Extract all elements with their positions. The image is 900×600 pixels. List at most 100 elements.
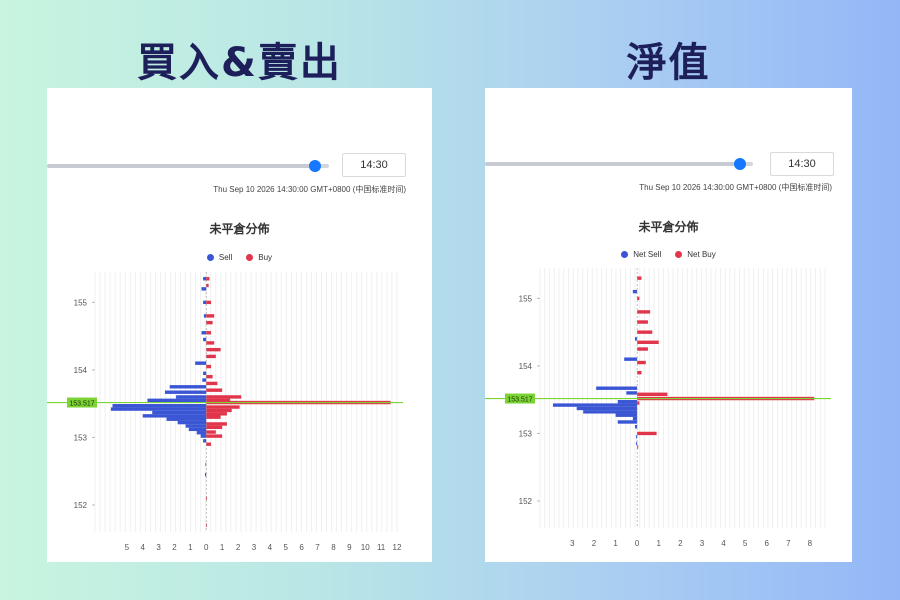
panel-net: 14:30 Thu Sep 10 2026 14:30:00 GMT+0800 … (485, 88, 852, 562)
buy-bar (206, 331, 212, 335)
time-slider[interactable] (47, 160, 329, 172)
x-tick-label: 12 (393, 543, 402, 552)
time-input[interactable]: 14:30 (342, 153, 406, 177)
time-slider[interactable] (485, 158, 753, 170)
sell-bar (203, 337, 207, 342)
x-tick-label: 3 (570, 539, 575, 548)
sell-bar (635, 425, 638, 429)
buy-bar (206, 408, 232, 413)
buy-bar (206, 523, 208, 527)
buy-bar (637, 370, 642, 375)
buy-bar (206, 381, 218, 386)
current-price-tag (67, 397, 97, 408)
buy-bar (206, 354, 216, 359)
y-tick-label: 154 (519, 362, 533, 371)
panel-buy-sell: 14:30 Thu Sep 10 2026 14:30:00 GMT+0800 … (47, 88, 432, 562)
slider-handle[interactable] (733, 158, 746, 170)
buy-bar (637, 310, 651, 314)
x-tick-label: 5 (284, 543, 289, 552)
buy-bar (206, 347, 221, 352)
buy-bar (206, 496, 208, 500)
legend-label-buy: Buy (258, 253, 273, 262)
buy-bar (206, 364, 212, 369)
buy-bar (206, 442, 212, 446)
slider-handle[interactable] (308, 160, 321, 172)
sell-bar (632, 416, 638, 421)
buy-bar (206, 412, 227, 416)
y-tick-label: 154 (74, 366, 88, 375)
x-tick-label: 10 (361, 543, 370, 552)
y-tick-label: 152 (519, 497, 533, 506)
legend-item-net-buy[interactable]: Net Buy (675, 250, 716, 259)
legend-item-net-sell[interactable]: Net Sell (621, 250, 661, 259)
sell-bar (152, 410, 207, 415)
sell-bar (203, 439, 207, 443)
chart-legend: Net Sell Net Buy (485, 250, 852, 259)
sell-bar (169, 385, 207, 389)
x-tick-label: 11 (377, 543, 386, 552)
sell-bar (632, 289, 638, 294)
time-input[interactable]: 14:30 (770, 152, 834, 176)
sell-bar (177, 420, 207, 425)
sell-bar (147, 398, 207, 403)
x-tick-label: 8 (808, 539, 813, 548)
current-price-label: 153.517 (507, 397, 532, 404)
y-tick-label: 153 (74, 433, 88, 442)
sell-bar (617, 420, 638, 424)
buy-bar (206, 341, 215, 345)
x-tick-label: 6 (299, 543, 304, 552)
buy-color-dot (675, 251, 683, 258)
buy-bar (206, 283, 209, 288)
buy-bar (206, 314, 215, 318)
buy-bar (206, 300, 212, 305)
y-tick-label: 153 (519, 429, 533, 438)
x-tick-label: 0 (635, 539, 640, 548)
sell-bar (624, 357, 638, 361)
sell-bar (636, 435, 638, 439)
x-tick-label: 3 (252, 543, 257, 552)
sell-bar (204, 472, 207, 477)
x-tick-label: 5 (743, 539, 748, 548)
slider-fill (485, 162, 740, 166)
sell-bar (203, 277, 207, 281)
buy-bar (206, 405, 240, 409)
buy-bar (206, 374, 213, 379)
legend-label-net-buy: Net Buy (687, 250, 716, 259)
sell-bar (200, 434, 207, 438)
sell-bar (596, 386, 638, 390)
sell-bar (176, 395, 207, 399)
sell-bar (164, 390, 207, 394)
chart-title: 未平倉分佈 (638, 220, 699, 234)
buy-bar (637, 340, 659, 344)
buy-bar (637, 276, 642, 280)
buy-bar (637, 401, 640, 405)
buy-bar (206, 320, 213, 325)
buy-bar (637, 445, 639, 449)
legend-item-sell[interactable]: Sell (206, 253, 232, 262)
datetime-label: Thu Sep 10 2026 14:30:00 GMT+0800 (中国标准时… (639, 183, 832, 192)
x-tick-label: 5 (125, 543, 130, 552)
x-tick-label: 8 (331, 543, 336, 552)
buy-bar (206, 388, 223, 392)
datetime-label: Thu Sep 10 2026 14:30:00 GMT+0800 (中国标准时… (213, 185, 406, 194)
sell-bar (635, 337, 638, 341)
sell-bar (636, 441, 638, 446)
x-tick-label: 2 (172, 543, 177, 552)
sell-bar (617, 400, 638, 404)
chart-title: 未平倉分佈 (209, 222, 270, 236)
x-tick-label: 3 (700, 539, 705, 548)
legend-label-net-sell: Net Sell (633, 250, 662, 259)
buy-bar (637, 392, 668, 396)
x-tick-label: 1 (188, 543, 193, 552)
buy-color-dot (246, 254, 254, 261)
sell-bar (185, 424, 207, 428)
x-tick-label: 2 (678, 539, 683, 548)
legend-item-buy[interactable]: Buy (246, 253, 272, 262)
slider-fill (47, 164, 315, 168)
x-tick-label: 9 (347, 543, 352, 552)
buy-bar (206, 430, 216, 434)
sell-bar (202, 378, 207, 382)
x-tick-label: 1 (220, 543, 225, 552)
sell-bar (576, 406, 638, 411)
x-tick-label: 2 (592, 539, 597, 548)
